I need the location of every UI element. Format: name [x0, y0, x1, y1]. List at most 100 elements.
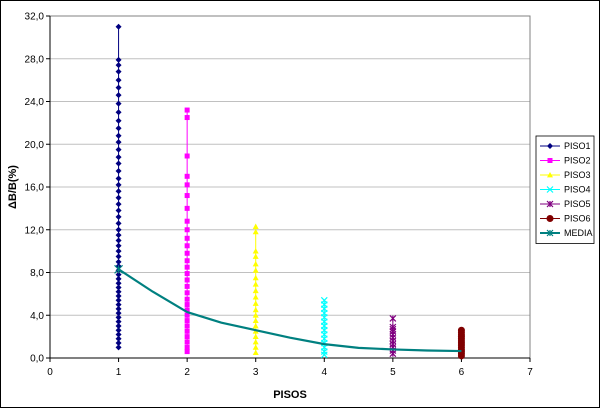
data-point-piso2 [184, 312, 190, 318]
data-point-piso3 [252, 260, 259, 267]
data-point-piso1 [115, 232, 122, 239]
legend-marker [547, 172, 553, 178]
y-tick-label: 4,0 [30, 311, 44, 322]
series-group [114, 23, 465, 360]
legend-item: PISO4 [540, 185, 591, 195]
y-tick-label: 28,0 [25, 54, 45, 65]
data-point-piso1 [115, 284, 122, 291]
data-point-piso1 [115, 201, 122, 208]
data-point-piso3 [252, 223, 259, 229]
data-point-piso1 [115, 220, 122, 227]
data-point-piso2 [184, 205, 190, 211]
data-point-piso2 [184, 235, 190, 241]
data-point-piso2 [184, 344, 190, 350]
data-point-piso1 [115, 301, 122, 308]
y-tick-label: 0,0 [30, 354, 44, 365]
legend-marker [547, 143, 553, 149]
data-point-piso3 [252, 228, 259, 235]
legend-item: PISO2 [540, 156, 591, 166]
data-point-piso1 [115, 56, 122, 63]
series-line-media [117, 268, 462, 353]
data-point-piso1 [115, 237, 122, 244]
data-point-piso2 [184, 258, 190, 264]
legend-label: PISO2 [564, 156, 591, 166]
x-axis: 0 1 2 3 4 5 6 7 [47, 357, 533, 378]
data-point-piso1 [115, 167, 122, 174]
data-point-piso1 [115, 293, 122, 300]
series-media [114, 264, 462, 353]
data-point-piso3 [252, 248, 259, 254]
series-piso6 [457, 326, 465, 360]
legend-label: PISO1 [564, 141, 591, 151]
data-point-piso2 [184, 283, 190, 289]
data-point-piso1 [115, 77, 122, 84]
data-point-piso3 [252, 333, 259, 340]
data-point-piso1 [115, 310, 122, 317]
data-point-piso1 [115, 271, 122, 278]
data-point-piso2 [184, 349, 190, 355]
data-point-piso3 [252, 281, 259, 287]
data-point-piso1 [115, 258, 122, 265]
data-point-piso1 [115, 226, 122, 233]
data-point-piso2 [184, 218, 190, 224]
data-point-piso1 [115, 248, 122, 255]
data-point-piso1 [115, 125, 122, 132]
legend-item: PISO6 [540, 214, 591, 224]
y-axis-title: ΔB/B(%) [7, 165, 19, 209]
data-point-piso1 [115, 331, 122, 338]
data-point-piso2 [184, 307, 190, 313]
data-point-piso2 [184, 328, 190, 334]
legend-marker [546, 229, 554, 237]
legend-label: MEDIA [564, 228, 593, 238]
legend-label: PISO4 [564, 185, 591, 195]
x-tick-label: 6 [459, 367, 465, 378]
data-point-piso1 [115, 322, 122, 329]
data-point-piso2 [184, 290, 190, 296]
y-tick-label: 12,0 [25, 225, 45, 236]
data-point-piso1 [115, 318, 122, 325]
legend-item: PISO5 [540, 199, 591, 209]
data-point-media [114, 264, 123, 274]
x-tick-label: 4 [322, 367, 328, 378]
data-point-piso1 [115, 288, 122, 295]
data-point-piso2 [184, 182, 190, 188]
data-point-piso3 [252, 349, 259, 356]
data-point-piso1 [115, 23, 122, 30]
data-point-piso2 [184, 243, 190, 249]
legend-label: PISO3 [564, 170, 591, 180]
data-point-piso1 [115, 117, 122, 124]
x-tick-label: 7 [527, 367, 533, 378]
data-point-piso2 [184, 153, 190, 159]
data-point-piso5 [389, 350, 397, 358]
data-point-piso1 [115, 109, 122, 116]
series-piso1 [115, 23, 122, 351]
data-point-piso1 [115, 146, 122, 153]
data-point-piso6 [457, 352, 465, 360]
y-tick-label: 24,0 [25, 97, 45, 108]
data-point-piso3 [252, 344, 259, 350]
legend-marker [546, 215, 554, 222]
data-point-piso1 [115, 132, 122, 139]
data-point-piso1 [115, 68, 122, 75]
legend-marker [547, 158, 553, 163]
data-point-piso2 [184, 277, 190, 283]
data-point-piso3 [252, 253, 259, 259]
data-point-piso1 [115, 297, 122, 304]
data-point-piso3 [252, 267, 259, 273]
x-tick-label: 3 [253, 367, 259, 378]
data-point-piso2 [184, 115, 190, 121]
x-axis-title: PISOS [273, 389, 307, 401]
legend-item: PISO3 [540, 170, 591, 180]
data-point-piso3 [252, 322, 259, 329]
data-point-piso3 [252, 306, 259, 313]
data-point-piso1 [115, 242, 122, 249]
data-point-piso3 [252, 317, 259, 323]
data-point-piso1 [115, 139, 122, 146]
legend-items: PISO1 PISO2 PISO3 PISO4 PISO5 PISO6 MEDIA [540, 141, 593, 238]
x-tick-label: 5 [390, 367, 396, 378]
y-tick-label: 32,0 [25, 12, 45, 23]
data-point-piso2 [184, 107, 190, 113]
data-point-piso1 [115, 314, 122, 321]
